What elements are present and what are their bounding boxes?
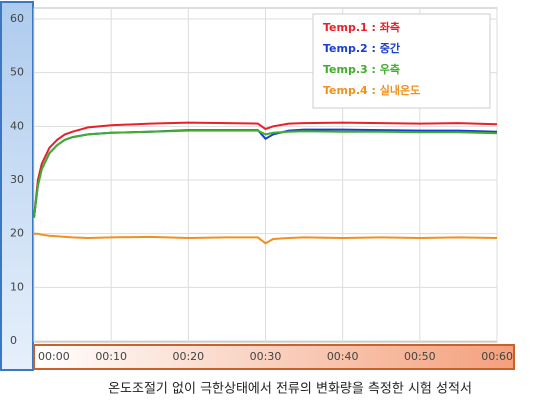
legend-entry: Temp.3 : 우측 [323, 62, 400, 76]
y-tick-label: 60 [10, 12, 24, 25]
x-tick-label: 00:10 [95, 350, 127, 363]
y-tick-label: 20 [10, 227, 24, 240]
y-axis-panel [0, 1, 34, 371]
y-tick-label: 50 [10, 66, 24, 79]
legend-entry: Temp.1 : 좌측 [323, 20, 400, 34]
y-tick-label: 0 [10, 334, 17, 347]
series-line [33, 129, 498, 218]
x-tick-label: 00:50 [404, 350, 436, 363]
x-axis-panel [33, 344, 515, 370]
x-tick-label: 00:40 [327, 350, 359, 363]
y-tick-label: 10 [10, 280, 24, 293]
x-tick-label: 00:00 [38, 350, 70, 363]
x-tick-label: 00:20 [172, 350, 204, 363]
x-tick-label: 00:60 [481, 350, 513, 363]
legend-box [312, 13, 491, 109]
caption: 온도조절기 없이 극한상태에서 전류의 변화량을 측정한 시험 성적서 [108, 382, 472, 397]
series-line [33, 121, 498, 218]
x-tick-label: 00:30 [250, 350, 282, 363]
legend-entry: Temp.2 : 중간 [323, 41, 400, 55]
legend-entry: Temp.4 : 실내온도 [323, 83, 420, 97]
y-tick-label: 30 [10, 173, 24, 186]
y-tick-label: 40 [10, 119, 24, 132]
series-line [34, 232, 498, 245]
